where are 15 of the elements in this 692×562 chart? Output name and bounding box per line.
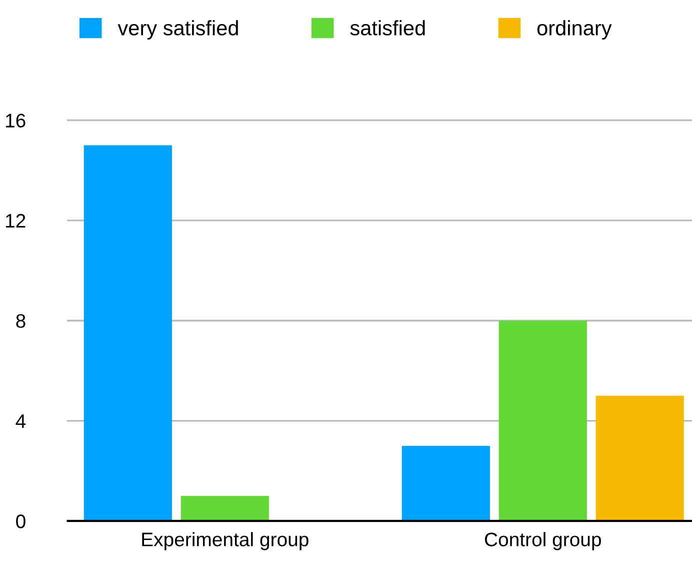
bar <box>402 446 490 521</box>
bar <box>596 396 684 521</box>
x-tick-label: Control group <box>484 532 601 550</box>
y-tick-label: 0 <box>16 514 26 528</box>
y-tick-label: 4 <box>16 414 26 428</box>
bar <box>180 496 269 521</box>
bar <box>84 145 172 521</box>
legend-label: ordinary <box>537 20 612 40</box>
bar <box>498 320 587 521</box>
y-tick-label: 8 <box>16 314 26 328</box>
legend-label: satisfied <box>350 20 425 36</box>
y-tick-label: 16 <box>6 114 26 128</box>
legend-label: very satisfied <box>118 20 238 40</box>
y-tick-label: 12 <box>6 214 26 228</box>
x-tick-label: Experimental group <box>142 532 308 550</box>
